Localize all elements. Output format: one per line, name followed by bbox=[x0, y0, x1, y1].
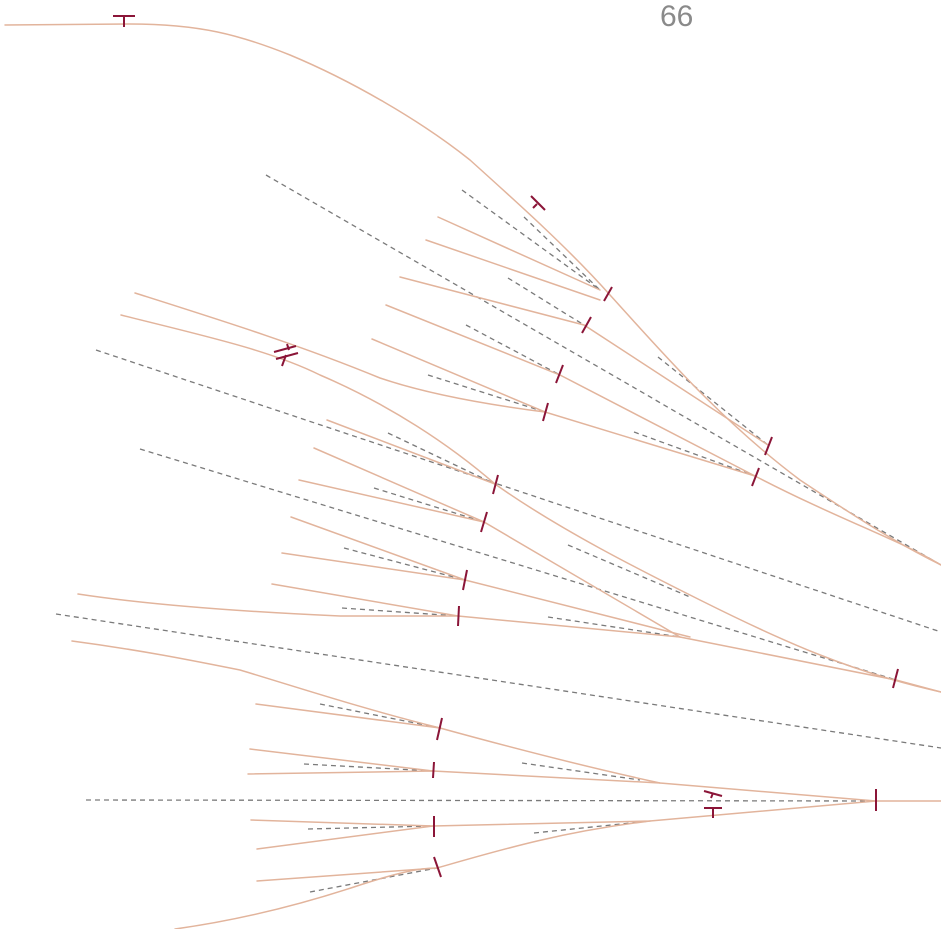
guide-line bbox=[85, 799, 877, 802]
track bbox=[298, 479, 941, 693]
guide-line bbox=[461, 189, 601, 291]
track bbox=[255, 703, 441, 729]
track-lines bbox=[4, 23, 941, 929]
guide-line bbox=[303, 763, 434, 772]
guide-line bbox=[343, 547, 466, 581]
guide-line bbox=[95, 349, 941, 633]
track bbox=[249, 748, 434, 772]
guide-line bbox=[507, 277, 585, 326]
guide-line bbox=[387, 432, 496, 485]
switch-marker bbox=[751, 467, 760, 487]
switch-marker bbox=[433, 856, 442, 878]
switch-marker bbox=[603, 286, 613, 302]
guide-line bbox=[427, 374, 546, 413]
switch-marker bbox=[492, 474, 499, 495]
track bbox=[437, 216, 601, 291]
guide-line bbox=[373, 487, 485, 523]
guide-line bbox=[567, 544, 691, 598]
track bbox=[371, 338, 546, 413]
buffer-stop-marker bbox=[703, 790, 723, 799]
track bbox=[290, 516, 466, 581]
guide-line bbox=[533, 820, 651, 834]
mainline-track bbox=[4, 23, 941, 566]
switch-marker bbox=[555, 364, 564, 384]
switch-marker bbox=[542, 402, 549, 422]
diagram-number-label: 66 bbox=[660, 0, 693, 33]
track bbox=[256, 867, 438, 882]
guide-line bbox=[547, 616, 681, 638]
guide-line bbox=[465, 324, 561, 376]
switch-marker bbox=[764, 436, 773, 456]
track bbox=[71, 640, 941, 802]
track bbox=[271, 583, 459, 617]
track bbox=[399, 276, 769, 446]
switch-marker bbox=[462, 569, 468, 591]
track bbox=[326, 419, 496, 485]
guide-lines bbox=[55, 174, 941, 893]
guide-line bbox=[139, 448, 897, 681]
guide-line bbox=[265, 174, 941, 566]
guide-line bbox=[55, 613, 941, 749]
switch-marker bbox=[892, 668, 899, 689]
track bbox=[134, 292, 941, 566]
track bbox=[247, 770, 661, 784]
track bbox=[256, 800, 877, 850]
guide-line bbox=[307, 825, 434, 830]
buffer-stop-marker bbox=[530, 195, 546, 211]
switch-marker bbox=[436, 717, 443, 741]
track bbox=[250, 819, 434, 827]
buffer-stop-marker bbox=[113, 15, 135, 27]
switch-marker bbox=[581, 316, 592, 334]
switch-marker bbox=[457, 605, 460, 627]
markers bbox=[113, 15, 899, 878]
guide-line bbox=[319, 703, 441, 729]
track bbox=[174, 820, 651, 929]
track bbox=[120, 314, 941, 693]
guide-line bbox=[521, 762, 641, 781]
guide-line bbox=[523, 216, 601, 291]
switch-marker bbox=[432, 761, 435, 779]
guide-line bbox=[657, 356, 769, 446]
track bbox=[77, 593, 681, 638]
track bbox=[313, 447, 485, 523]
guide-line bbox=[341, 607, 459, 617]
track bbox=[385, 304, 756, 477]
track bbox=[281, 552, 691, 638]
guide-line bbox=[633, 431, 756, 477]
insulated-joint-marker bbox=[273, 343, 299, 367]
buffer-stop-marker bbox=[704, 807, 722, 818]
track bbox=[425, 239, 601, 301]
switch-marker bbox=[480, 511, 488, 533]
